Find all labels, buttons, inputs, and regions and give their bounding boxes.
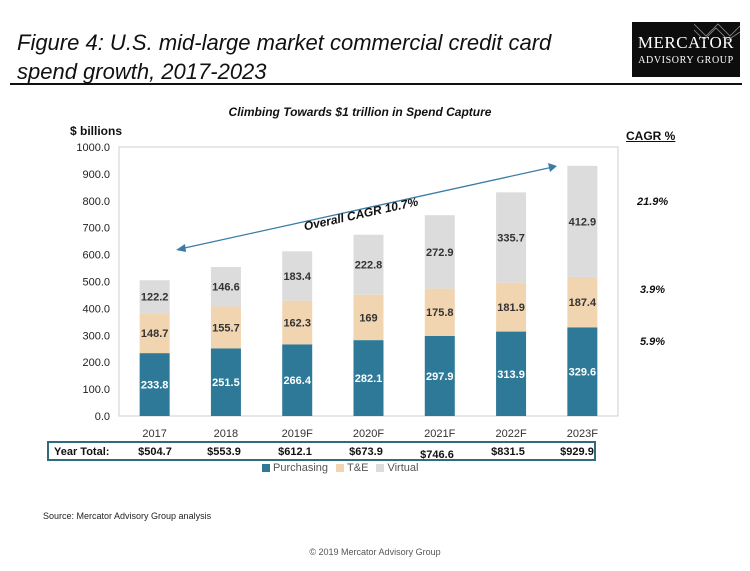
data-label: 169 [359, 312, 377, 324]
y-tick-label: 700.0 [82, 223, 110, 235]
logo-line-1: MERCATOR [637, 33, 735, 52]
bar-segment-virtual [210, 267, 241, 307]
data-label: 146.6 [212, 282, 240, 294]
logo-line-2: ADVISORY GROUP [638, 55, 734, 66]
x-tick-label: 2021F [424, 428, 455, 440]
legend-swatch-purchasing [262, 464, 270, 472]
cagr-annotation: Overall CAGR 10.7% [302, 195, 419, 234]
y-tick-label: 800.0 [82, 196, 110, 208]
data-label: 175.8 [426, 307, 454, 319]
bar-segment-virtual [353, 234, 384, 295]
bar-segment-virtual [424, 215, 455, 289]
legend-item-virtual: Virtual [376, 462, 418, 474]
logo-pattern-icon [694, 23, 740, 41]
bar-segment-purchasing [496, 331, 527, 416]
data-label: 222.8 [355, 260, 383, 272]
data-label: 329.6 [569, 367, 597, 379]
data-label: 187.4 [569, 297, 597, 309]
year-totals-box [47, 441, 596, 461]
y-tick-label: 1000.0 [76, 142, 110, 154]
cagr-arrow [176, 163, 557, 252]
chart-title: Climbing Towards $1 trillion in Spend Ca… [228, 105, 492, 119]
bar-segment-te [424, 288, 455, 336]
bar-segment-purchasing [424, 335, 455, 416]
bar-segment-purchasing [353, 340, 384, 416]
source-note: Source: Mercator Advisory Group analysis [43, 511, 212, 521]
x-tick-label: 2023F [567, 428, 598, 440]
x-tick-label: 2019F [282, 428, 313, 440]
bar-segment-virtual [139, 280, 170, 314]
bar-segment-virtual [567, 165, 598, 277]
copyright-footer: © 2019 Mercator Advisory Group [309, 547, 441, 557]
data-label: 297.9 [426, 371, 454, 383]
bar-segment-te [210, 306, 241, 349]
bar-segment-te [139, 313, 170, 354]
bar-segment-purchasing [139, 353, 170, 416]
year-total-2020f: $673.9 [349, 446, 383, 458]
year-total-2017: $504.7 [138, 446, 172, 458]
chart-legend: Purchasing T&E Virtual [262, 462, 418, 474]
x-tick-label: 2017 [142, 428, 166, 440]
legend-label-virtual: Virtual [387, 462, 419, 474]
bars: 233.8 148.7 122.2 251.5 155.7 146.6 266.4 162.3… [139, 165, 598, 416]
year-total-2023f: $929.9 [560, 446, 594, 458]
y-axis-ticks: 0.0 100.0 200.0 300.0 400.0 500.0 600.0 700.0 80… [76, 142, 110, 423]
y-tick-label: 200.0 [82, 357, 110, 369]
data-label: 233.8 [141, 380, 169, 392]
bar-segment-te [496, 282, 527, 332]
y-tick-label: 400.0 [82, 303, 110, 315]
x-tick-label: 2018 [214, 428, 238, 440]
data-label: 155.7 [212, 322, 240, 334]
bar-segment-virtual [496, 192, 527, 283]
data-label: 183.4 [283, 271, 311, 283]
legend-label-te: T&E [347, 462, 369, 474]
legend-item-purchasing: Purchasing [262, 462, 328, 474]
year-total-2019f: $612.1 [278, 446, 312, 458]
bar-segment-te [567, 276, 598, 328]
y-tick-label: 100.0 [82, 384, 110, 396]
x-tick-label: 2022F [495, 428, 526, 440]
legend-swatch-te [336, 464, 345, 472]
y-tick-label: 0.0 [95, 411, 110, 423]
bar-segment-purchasing [567, 327, 598, 416]
data-label: 412.9 [569, 216, 597, 228]
data-label: 335.7 [497, 232, 525, 244]
bar-segment-virtual [282, 251, 313, 301]
title-divider [10, 83, 742, 85]
bar-segment-te [353, 294, 384, 341]
y-axis-label: $ billions [70, 124, 123, 138]
cagr-purchasing: 5.9% [640, 336, 666, 348]
y-tick-label: 600.0 [82, 250, 110, 262]
legend-swatch-virtual [376, 464, 385, 472]
y-tick-label: 300.0 [82, 330, 110, 342]
data-label: 122.2 [141, 292, 169, 304]
year-total-2022f: $831.5 [491, 446, 525, 458]
data-label: 162.3 [283, 318, 311, 330]
y-tick-label: 900.0 [82, 169, 110, 181]
figure-title: Figure 4: U.S. mid-large market commerci… [17, 30, 552, 84]
legend-label-purchasing: Purchasing [273, 462, 329, 474]
data-label: 148.7 [141, 328, 169, 340]
x-axis-ticks: 2017 2018 2019F 2020F 2021F 2022F 2023F [142, 428, 598, 440]
y-tick-label: 500.0 [82, 277, 110, 289]
year-total-2021f: $746.6 [420, 449, 454, 461]
bar-segment-purchasing [282, 344, 313, 416]
data-label: 266.4 [283, 375, 311, 387]
cagr-virtual: 21.9% [637, 196, 669, 208]
bar-segment-purchasing [210, 348, 241, 416]
x-tick-label: 2020F [353, 428, 384, 440]
legend-item-te: T&E [336, 462, 368, 474]
year-total-label: Year Total: [54, 446, 110, 458]
data-label: 282.1 [355, 373, 383, 385]
data-label: 251.5 [212, 377, 240, 389]
data-label: 181.9 [497, 302, 525, 314]
mercator-logo: MERCATOR ADVISORY GROUP [632, 22, 740, 77]
bar-segment-te [282, 300, 313, 345]
data-label: 313.9 [497, 369, 525, 381]
data-label: 272.9 [426, 247, 454, 259]
cagr-te: 3.9% [640, 284, 666, 296]
cagr-header: CAGR % [626, 129, 676, 143]
year-total-2018: $553.9 [207, 446, 241, 458]
